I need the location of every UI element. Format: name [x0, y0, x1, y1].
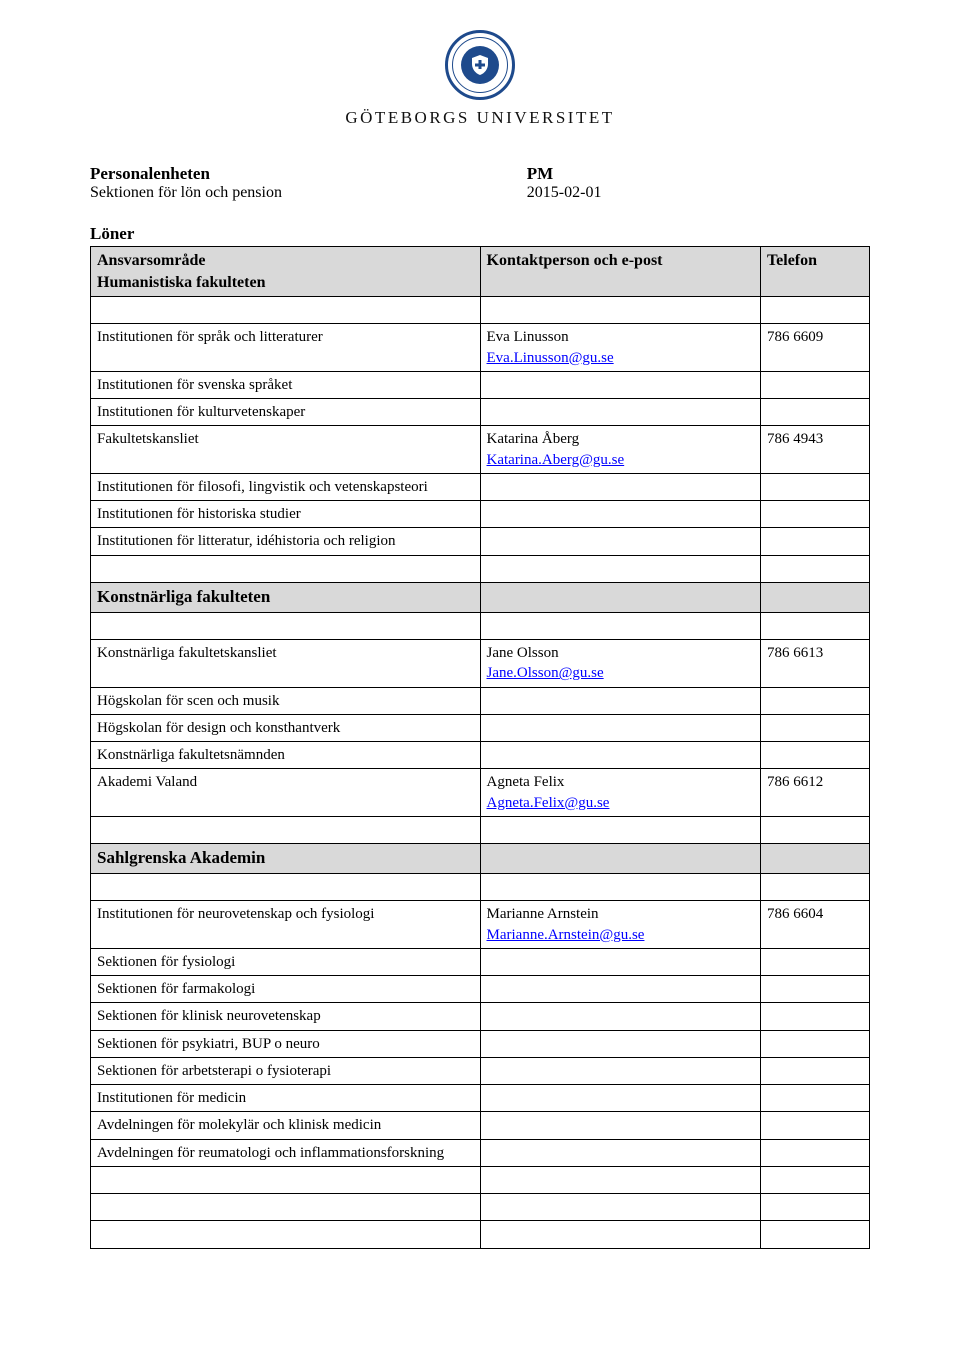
university-logo: GÖTEBORGS UNIVERSITET [90, 30, 870, 128]
area-label: Institutionen för svenska språket [91, 371, 481, 398]
col-header-phone: Telefon [767, 252, 817, 269]
table-row: Avdelningen för molekylär och klinisk me… [91, 1112, 870, 1139]
university-name: GÖTEBORGS UNIVERSITET [345, 108, 614, 128]
contact-name: Agneta Felix [487, 774, 565, 790]
document-date: 2015-02-01 [527, 184, 839, 202]
faculty-heading: Konstnärliga fakulteten [91, 582, 481, 612]
table-row [91, 612, 870, 639]
table-row: Konstnärliga fakultetsnämnden [91, 742, 870, 769]
area-label: Institutionen för neurovetenskap och fys… [91, 901, 481, 949]
area-label: Avdelningen för molekylär och klinisk me… [91, 1112, 481, 1139]
area-label: Sektionen för psykiatri, BUP o neuro [91, 1030, 481, 1057]
contact-name: Jane Olsson [487, 645, 559, 661]
table-row [91, 816, 870, 843]
table-row: Institutionen för svenska språket [91, 371, 870, 398]
university-seal-icon [445, 30, 515, 100]
faculty-heading: Sahlgrenska Akademin [91, 844, 481, 874]
contact-email[interactable]: Katarina.Aberg@gu.se [487, 452, 625, 468]
table-row: Akademi Valand Agneta Felix Agneta.Felix… [91, 769, 870, 817]
contact-phone: 786 6609 [760, 324, 869, 372]
document-heading: Personalenheten Sektionen för lön och pe… [90, 164, 870, 202]
contact-name: Marianne Arnstein [487, 906, 599, 922]
contact-email[interactable]: Marianne.Arnstein@gu.se [487, 927, 645, 943]
table-row: Institutionen för historiska studier [91, 501, 870, 528]
faculty-row: Konstnärliga fakulteten [91, 582, 870, 612]
area-label: Institutionen för språk och litteraturer [91, 324, 481, 372]
area-label: Konstnärliga fakultetskansliet [91, 640, 481, 688]
area-label: Högskolan för design och konsthantverk [91, 714, 481, 741]
table-row: Sektionen för fysiologi [91, 948, 870, 975]
area-label: Konstnärliga fakultetsnämnden [91, 742, 481, 769]
table-row [91, 1221, 870, 1248]
area-label: Institutionen för medicin [91, 1085, 481, 1112]
contact-name: Katarina Åberg [487, 431, 580, 447]
contact-phone: 786 6612 [760, 769, 869, 817]
area-label: Akademi Valand [91, 769, 481, 817]
table-row [91, 297, 870, 324]
department-name: Personalenheten [90, 164, 527, 184]
section-name: Sektionen för lön och pension [90, 184, 527, 202]
contact-phone: 786 4943 [760, 426, 869, 474]
col-header-contact: Kontaktperson och e-post [487, 252, 663, 269]
section-title: Löner [90, 224, 870, 244]
col-header-area: Ansvarsområde [97, 252, 205, 269]
table-row: Institutionen för filosofi, lingvistik o… [91, 473, 870, 500]
table-row: Avdelningen för reumatologi och inflamma… [91, 1139, 870, 1166]
table-row: Sektionen för farmakologi [91, 976, 870, 1003]
contact-email[interactable]: Jane.Olsson@gu.se [487, 665, 604, 681]
area-label: Institutionen för historiska studier [91, 501, 481, 528]
table-row: Institutionen för språk och litteraturer… [91, 324, 870, 372]
table-row: Sektionen för arbetsterapi o fysioterapi [91, 1057, 870, 1084]
table-row [91, 1194, 870, 1221]
area-label: Sektionen för farmakologi [91, 976, 481, 1003]
area-label: Sektionen för fysiologi [91, 948, 481, 975]
contact-name: Eva Linusson [487, 329, 569, 345]
faculty-row: Sahlgrenska Akademin [91, 844, 870, 874]
table-row: Institutionen för medicin [91, 1085, 870, 1112]
area-label: Institutionen för kulturvetenskaper [91, 399, 481, 426]
area-label: Sektionen för arbetsterapi o fysioterapi [91, 1057, 481, 1084]
page-header: GÖTEBORGS UNIVERSITET [90, 30, 870, 128]
area-label: Institutionen för filosofi, lingvistik o… [91, 473, 481, 500]
area-label: Institutionen för litteratur, idéhistori… [91, 528, 481, 555]
shield-icon [468, 53, 492, 77]
table-row [91, 555, 870, 582]
table-row: Institutionen för kulturvetenskaper [91, 399, 870, 426]
contact-email[interactable]: Agneta.Felix@gu.se [487, 795, 610, 811]
area-label: Avdelningen för reumatologi och inflamma… [91, 1139, 481, 1166]
area-label: Högskolan för scen och musik [91, 687, 481, 714]
document-type: PM [527, 164, 839, 184]
table-row: Konstnärliga fakultetskansliet Jane Olss… [91, 640, 870, 688]
contact-phone: 786 6604 [760, 901, 869, 949]
table-row: Sektionen för psykiatri, BUP o neuro [91, 1030, 870, 1057]
contacts-table: Ansvarsområde Humanistiska fakulteten Ko… [90, 246, 870, 1249]
table-row: Högskolan för design och konsthantverk [91, 714, 870, 741]
table-row: Högskolan för scen och musik [91, 687, 870, 714]
table-row [91, 874, 870, 901]
table-row: Sektionen för klinisk neurovetenskap [91, 1003, 870, 1030]
table-row: Institutionen för litteratur, idéhistori… [91, 528, 870, 555]
table-header-row: Ansvarsområde Humanistiska fakulteten Ko… [91, 247, 870, 297]
table-row: Fakultetskansliet Katarina Åberg Katarin… [91, 426, 870, 474]
contact-phone: 786 6613 [760, 640, 869, 688]
area-label: Fakultetskansliet [91, 426, 481, 474]
faculty-heading: Humanistiska fakulteten [97, 274, 265, 291]
table-row [91, 1166, 870, 1193]
table-row: Institutionen för neurovetenskap och fys… [91, 901, 870, 949]
contact-email[interactable]: Eva.Linusson@gu.se [487, 350, 614, 366]
area-label: Sektionen för klinisk neurovetenskap [91, 1003, 481, 1030]
